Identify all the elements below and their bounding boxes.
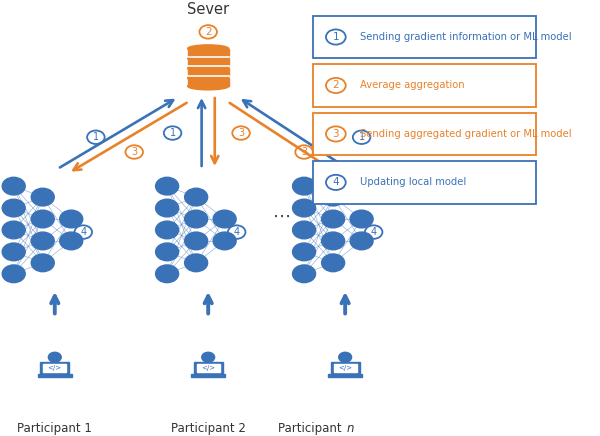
Bar [188, 58, 229, 66]
Circle shape [155, 243, 179, 261]
Circle shape [185, 232, 208, 250]
Circle shape [322, 232, 344, 250]
Text: 2: 2 [332, 81, 339, 91]
Circle shape [155, 221, 179, 239]
Ellipse shape [188, 45, 229, 52]
FancyBboxPatch shape [313, 16, 536, 58]
Text: </>: </> [338, 365, 352, 371]
Circle shape [2, 243, 25, 261]
Text: 1: 1 [359, 132, 365, 142]
Circle shape [293, 177, 316, 195]
Circle shape [2, 199, 25, 217]
Text: Participant: Participant [278, 422, 345, 435]
Circle shape [2, 265, 25, 283]
Text: 1: 1 [332, 32, 339, 42]
Text: 2: 2 [205, 27, 212, 37]
Bar [197, 364, 220, 372]
Ellipse shape [188, 75, 229, 82]
Circle shape [350, 210, 373, 228]
Text: 1: 1 [170, 128, 176, 138]
Text: Updating local model: Updating local model [360, 177, 466, 187]
Circle shape [155, 265, 179, 283]
Bar [43, 364, 66, 372]
Bar [188, 68, 229, 76]
Circle shape [155, 199, 179, 217]
Circle shape [202, 352, 215, 362]
Text: Sending aggregated gradient or ML model: Sending aggregated gradient or ML model [360, 129, 572, 139]
Circle shape [185, 210, 208, 228]
Text: Participant 2: Participant 2 [171, 422, 245, 435]
Circle shape [31, 188, 54, 206]
Circle shape [322, 210, 344, 228]
Text: 4: 4 [233, 227, 240, 237]
Circle shape [293, 265, 316, 283]
Circle shape [155, 177, 179, 195]
Circle shape [322, 188, 344, 206]
Circle shape [31, 210, 54, 228]
Text: 1: 1 [93, 132, 99, 142]
Circle shape [213, 210, 236, 228]
Circle shape [293, 221, 316, 239]
Circle shape [293, 243, 316, 261]
Text: 4: 4 [80, 227, 86, 237]
FancyBboxPatch shape [313, 161, 536, 204]
Text: 3: 3 [332, 129, 339, 139]
Text: </>: </> [48, 365, 62, 371]
Circle shape [339, 352, 352, 362]
Text: </>: </> [201, 365, 215, 371]
Text: 3: 3 [238, 128, 244, 138]
Text: 3: 3 [131, 147, 137, 157]
Circle shape [185, 188, 208, 206]
Text: 3: 3 [301, 147, 307, 157]
Circle shape [60, 232, 83, 250]
Ellipse shape [188, 65, 229, 72]
Circle shape [350, 232, 373, 250]
Bar [188, 48, 229, 57]
Bar [40, 362, 70, 375]
Ellipse shape [188, 82, 229, 90]
Circle shape [293, 199, 316, 217]
Text: Sending gradient information or ML model: Sending gradient information or ML model [360, 32, 572, 42]
Bar [194, 362, 223, 375]
Circle shape [49, 352, 61, 362]
Bar [191, 374, 225, 377]
FancyBboxPatch shape [313, 65, 536, 107]
Text: n: n [347, 422, 355, 435]
Circle shape [60, 210, 83, 228]
Bar [328, 374, 362, 377]
Text: 4: 4 [332, 177, 339, 187]
Bar [334, 364, 356, 372]
Ellipse shape [188, 54, 229, 62]
Text: Participant 1: Participant 1 [17, 422, 92, 435]
Circle shape [322, 254, 344, 272]
Text: 4: 4 [371, 227, 377, 237]
Circle shape [31, 254, 54, 272]
Bar [188, 78, 229, 86]
Circle shape [213, 232, 236, 250]
Text: Average aggregation: Average aggregation [360, 81, 464, 91]
FancyBboxPatch shape [313, 113, 536, 155]
Circle shape [185, 254, 208, 272]
Circle shape [31, 232, 54, 250]
Text: Sever: Sever [187, 2, 229, 17]
Bar [38, 374, 71, 377]
Bar [331, 362, 360, 375]
Circle shape [2, 177, 25, 195]
Text: ⋯: ⋯ [273, 208, 291, 226]
Circle shape [2, 221, 25, 239]
